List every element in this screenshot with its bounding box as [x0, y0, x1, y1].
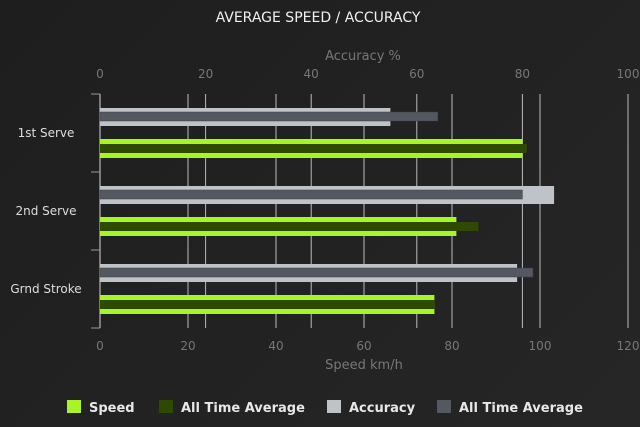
category-label: 1st Serve [18, 126, 75, 140]
accuracy-tick-label: 40 [304, 67, 319, 81]
speed-tick-label: 20 [180, 339, 195, 353]
accuracy-tick-label: 60 [409, 67, 424, 81]
accuracy-tick-label: 20 [198, 67, 213, 81]
speed-tick-label: 40 [268, 339, 283, 353]
speed-average-bar [100, 144, 527, 153]
accuracy-average-bar [99, 267, 534, 278]
accuracy-average-bar [99, 111, 439, 122]
legend-label: Accuracy [349, 401, 416, 416]
legend-label: All Time Average [459, 401, 583, 416]
accuracy-tick-label: 100 [617, 67, 640, 81]
legend-swatch [327, 400, 341, 413]
accuracy-tick-label: 80 [515, 67, 530, 81]
top-axis-label: Accuracy % [325, 49, 401, 64]
speed-average-bar [100, 222, 479, 231]
legend-swatch [67, 400, 81, 413]
accuracy-average-bar [99, 189, 523, 200]
legend-label: All Time Average [181, 401, 305, 416]
accuracy-tick-label: 0 [96, 67, 104, 81]
speed-tick-label: 100 [529, 339, 552, 353]
speed-tick-label: 120 [617, 339, 640, 353]
legend-label: Speed [89, 401, 135, 416]
legend-swatch [159, 400, 173, 413]
legend-swatch [437, 400, 451, 413]
bottom-axis-label: Speed km/h [325, 358, 403, 373]
speed-tick-label: 0 [96, 339, 104, 353]
category-label: Grnd Stroke [10, 282, 81, 296]
speed-tick-label: 60 [356, 339, 371, 353]
chart-title: AVERAGE SPEED / ACCURACY [216, 10, 421, 26]
category-label: 2nd Serve [15, 204, 76, 218]
speed-average-bar [100, 300, 435, 309]
speed-tick-label: 80 [444, 339, 459, 353]
